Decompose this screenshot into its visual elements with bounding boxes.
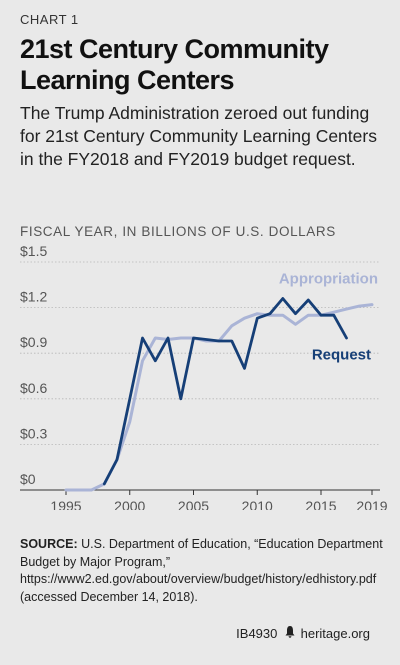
bell-icon: [285, 626, 295, 641]
x-tick-label: 2019: [356, 498, 387, 510]
chart-eyebrow: CHART 1: [20, 12, 79, 27]
series-lines: [64, 297, 374, 492]
y-axis: $0 $0.3 $0.6 $0.9 $1.2 $1.5: [20, 243, 47, 487]
line-chart: $0 $0.3 $0.6 $0.9 $1.2 $1.5 1995 2000 2005 2010 2…: [20, 243, 388, 510]
source-label: SOURCE:: [20, 537, 78, 551]
chart-title: 21st Century Community Learning Centers: [20, 34, 329, 95]
grid: [20, 261, 380, 491]
chart-subtitle: The Trump Administration zeroed out fund…: [20, 103, 377, 169]
x-axis: 1995 2000 2005 2010 2015 2019: [50, 490, 388, 510]
series-labels: Appropriation Request: [279, 270, 378, 363]
x-tick-label: 2015: [305, 498, 336, 510]
source-note: SOURCE: U.S. Department of Education, “E…: [20, 536, 385, 606]
x-tick-label: 1995: [50, 498, 81, 510]
series-line-appropriation: [64, 303, 374, 492]
series-line-request: [102, 297, 348, 486]
y-tick-label: $1.5: [20, 243, 47, 259]
footer-id: IB4930: [236, 626, 278, 641]
x-tick-label: 2005: [178, 498, 209, 510]
y-tick-label: $0.3: [20, 425, 47, 441]
y-tick-label: $0: [20, 471, 36, 487]
y-tick-label: $0.9: [20, 334, 47, 350]
series-label-request: Request: [312, 346, 371, 363]
series-label-appropriation: Appropriation: [279, 270, 378, 287]
y-tick-label: $1.2: [20, 289, 47, 305]
footer-site: heritage.org: [300, 626, 370, 641]
source-text: U.S. Department of Education, “Education…: [20, 537, 383, 604]
x-tick-label: 2000: [114, 498, 145, 510]
unit-label: FISCAL YEAR, IN BILLIONS OF U.S. DOLLARS: [20, 224, 336, 239]
footer: IB4930 heritage.org: [236, 626, 370, 641]
x-tick-label: 2010: [242, 498, 273, 510]
y-tick-label: $0.6: [20, 380, 47, 396]
